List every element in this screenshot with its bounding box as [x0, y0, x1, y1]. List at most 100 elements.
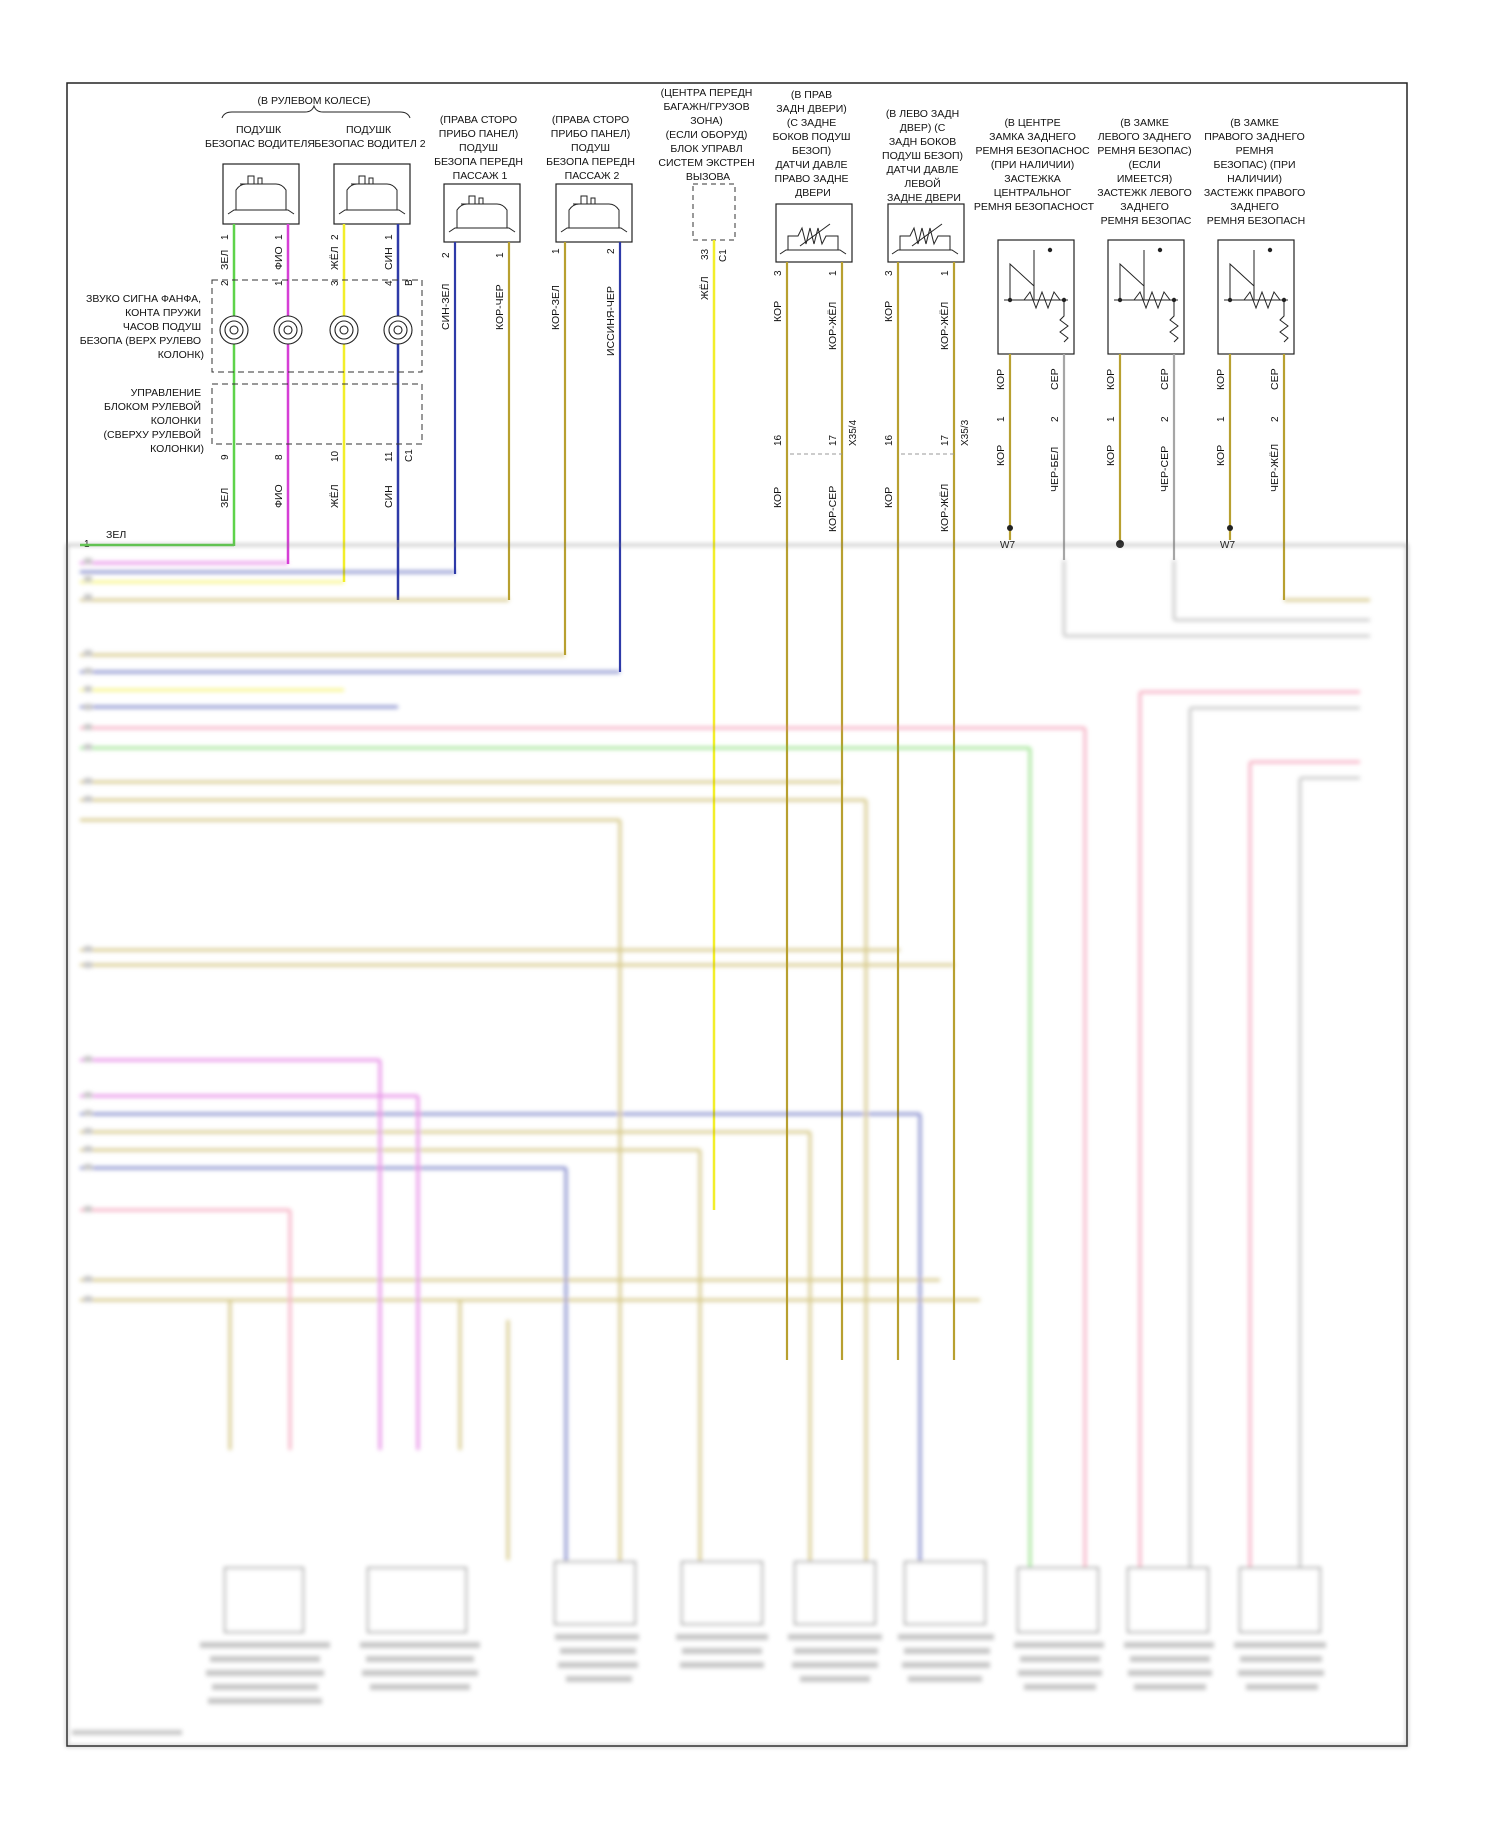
- svg-text:1: 1: [274, 280, 285, 286]
- left-buckle-group: (В ЗАМКЕ ЛЕВОГО ЗАДНЕГО РЕМНЯ БЕЗОПАС) (…: [1097, 117, 1194, 560]
- left-rear-sensor-group: (В ЛЕВО ЗАДН ДВЕР) (С ЗАДН БОКОВ ПОДУШ Б…: [882, 108, 971, 1360]
- right-rear-pressure-sensor-symbol: [775, 203, 853, 263]
- svg-text:ФИО: ФИО: [273, 484, 285, 508]
- wire-label-violet: ФИО: [273, 246, 285, 270]
- svg-text:КОР-ЧЕР: КОР-ЧЕР: [494, 284, 506, 330]
- svg-text:(ПРАВА СТОРО ПРИБО ПАНЕЛ: (ПРАВА СТОРО ПРИБО ПАНЕЛ) ПОДУШ БЕЗОПА П…: [434, 114, 526, 182]
- right-rear-sensor-group: (В ПРАВ ЗАДН ДВЕРИ) (С ЗАДНЕ БОКОВ ПОДУШ…: [772, 89, 859, 1360]
- wire-label-blue: СИН: [383, 247, 395, 270]
- passenger-airbag2-group: (ПРАВА СТОРО ПРИБО ПАНЕЛ) ПОДУШ БЕЗОПА П…: [546, 114, 638, 672]
- svg-text:17: 17: [940, 434, 951, 446]
- wire-label-yellow: ЖЁЛ: [329, 246, 341, 270]
- center-buckle-switch-symbol: [997, 239, 1075, 355]
- svg-text:2: 2: [606, 248, 617, 254]
- passenger-airbag2-symbol: [555, 183, 633, 243]
- svg-text:(ПРАВА СТОРО ПРИБО ПАНЕЛ: (ПРАВА СТОРО ПРИБО ПАНЕЛ) ПОДУШ БЕЗОПА П…: [546, 114, 638, 182]
- right-buckle-switch-symbol: [1217, 239, 1295, 355]
- svg-text:X35/3: X35/3: [960, 419, 971, 446]
- steering-wheel-header: (В РУЛЕВОМ КОЛЕСЕ): [258, 95, 371, 107]
- svg-text:КОР: КОР: [1105, 369, 1117, 390]
- svg-text:ЖЁЛ: ЖЁЛ: [699, 276, 711, 300]
- svg-text:ИССИНЯ-ЧЕР: ИССИНЯ-ЧЕР: [605, 286, 617, 356]
- column-module-label: УПРАВЛЕНИЕ БЛОКОМ РУЛЕВОЙ КОЛОНКИ (СВЕРХ…: [104, 387, 205, 455]
- svg-text:16: 16: [773, 434, 784, 446]
- svg-text:16: 16: [884, 434, 895, 446]
- svg-text:ЧЕР-ЖЁЛ: ЧЕР-ЖЁЛ: [1269, 444, 1281, 492]
- svg-text:КОР: КОР: [1215, 445, 1227, 466]
- svg-text:1: 1: [495, 252, 506, 258]
- steering-wheel-group: (В РУЛЕВОМ КОЛЕСЕ) ПОДУШК БЕЗОПАС ВОДИТЕ…: [80, 95, 426, 600]
- svg-text:КОР: КОР: [1215, 369, 1227, 390]
- svg-text:9: 9: [220, 454, 231, 460]
- svg-text:(В ЦЕНТРЕ ЗАМКА ЗАДНЕГО: (В ЦЕНТРЕ ЗАМКА ЗАДНЕГО РЕМНЯ БЕЗОПАСНОС…: [974, 117, 1095, 213]
- svg-text:СИН: СИН: [383, 485, 395, 508]
- svg-text:X35/4: X35/4: [848, 419, 859, 446]
- svg-text:1: 1: [940, 270, 951, 276]
- driver-airbag1-symbol: [222, 163, 300, 225]
- svg-text:2: 2: [220, 280, 231, 286]
- svg-text:11: 11: [384, 451, 395, 462]
- svg-text:10: 10: [330, 450, 341, 462]
- svg-text:1: 1: [828, 270, 839, 276]
- svg-text:17: 17: [828, 434, 839, 446]
- module-row-1: 1 ЗЕЛ: [80, 529, 234, 550]
- svg-text:3: 3: [330, 280, 341, 286]
- svg-text:1: 1: [384, 234, 395, 240]
- left-rear-pressure-sensor-symbol: [887, 203, 965, 263]
- svg-text:C1: C1: [718, 249, 729, 262]
- svg-text:2: 2: [1050, 416, 1061, 422]
- passenger-airbag1-symbol: [443, 183, 521, 243]
- driver-airbag2-label: ПОДУШК БЕЗОПАС ВОДИТЕЛ 2: [314, 124, 425, 150]
- svg-text:(В ЗАМКЕ ЛЕВОГО ЗАДНЕГО: (В ЗАМКЕ ЛЕВОГО ЗАДНЕГО РЕМНЯ БЕЗОПАС) (…: [1097, 117, 1194, 227]
- emergency-call-box: [692, 183, 736, 241]
- wire-label-green: ЗЕЛ: [219, 250, 231, 270]
- svg-text:СЕР: СЕР: [1269, 368, 1281, 390]
- svg-text:2: 2: [1270, 416, 1281, 422]
- blurred-lower-region: [66, 544, 1408, 1747]
- svg-text:КОР-ЗЕЛ: КОР-ЗЕЛ: [550, 285, 562, 330]
- center-buckle-group: (В ЦЕНТРЕ ЗАМКА ЗАДНЕГО РЕМНЯ БЕЗОПАСНОС…: [974, 117, 1095, 560]
- svg-text:(В ЗАМКЕ ПРАВОГО ЗАДНЕГО: (В ЗАМКЕ ПРАВОГО ЗАДНЕГО РЕМНЯ БЕЗОПАС) …: [1204, 117, 1308, 227]
- svg-text:3: 3: [884, 270, 895, 276]
- svg-text:1: 1: [1106, 416, 1117, 422]
- svg-text:33: 33: [700, 248, 711, 260]
- driver-airbag2-symbol: [333, 163, 411, 225]
- svg-text:КОР-ЖЁЛ: КОР-ЖЁЛ: [939, 302, 951, 350]
- clockspring-label: ЗВУКО СИГНА ФАНФА, КОНТА ПРУЖИ ЧАСОВ ПОД…: [80, 293, 204, 361]
- svg-text:ЗЕЛ: ЗЕЛ: [106, 529, 126, 541]
- svg-text:СЕР: СЕР: [1049, 368, 1061, 390]
- svg-text:(В ПРАВ ЗАДН ДВЕРИ): (В ПРАВ ЗАДН ДВЕРИ) (С ЗАДНЕ БОКОВ ПОДУШ…: [773, 89, 854, 199]
- svg-text:1: 1: [1216, 416, 1227, 422]
- svg-text:3: 3: [773, 270, 784, 276]
- svg-text:КОР: КОР: [883, 301, 895, 322]
- clockspring-box: [211, 279, 423, 373]
- left-buckle-switch-symbol: [1107, 239, 1185, 355]
- svg-text:C1: C1: [404, 449, 415, 462]
- right-buckle-group: (В ЗАМКЕ ПРАВОГО ЗАДНЕГО РЕМНЯ БЕЗОПАС) …: [1204, 117, 1308, 600]
- svg-text:4: 4: [384, 280, 395, 286]
- svg-text:(В ЛЕВО ЗАДН ДВЕР) (С: (В ЛЕВО ЗАДН ДВЕР) (С ЗАДН БОКОВ ПОДУШ Б…: [882, 108, 966, 204]
- column-module-box: [211, 383, 423, 445]
- svg-text:2: 2: [330, 234, 341, 240]
- svg-text:КОР-ЖЁЛ: КОР-ЖЁЛ: [939, 484, 951, 532]
- svg-text:ЗЕЛ: ЗЕЛ: [219, 488, 231, 508]
- passenger-airbag1-group: (ПРАВА СТОРО ПРИБО ПАНЕЛ) ПОДУШ БЕЗОПА П…: [434, 114, 526, 600]
- svg-text:1: 1: [274, 234, 285, 240]
- svg-text:1: 1: [220, 234, 231, 240]
- svg-text:КОР: КОР: [883, 487, 895, 508]
- svg-text:СЕР: СЕР: [1159, 368, 1171, 390]
- svg-text:B: B: [404, 279, 415, 286]
- svg-text:1: 1: [551, 248, 562, 254]
- svg-text:1: 1: [996, 416, 1007, 422]
- svg-text:КОР: КОР: [772, 301, 784, 322]
- svg-text:ЖЁЛ: ЖЁЛ: [329, 484, 341, 508]
- driver-airbag1-label: ПОДУШК БЕЗОПАС ВОДИТЕЛЯ: [205, 124, 315, 150]
- clockspring-coils: [219, 315, 413, 345]
- svg-text:СИН-ЗЕЛ: СИН-ЗЕЛ: [440, 283, 452, 330]
- svg-text:КОР-СЕР: КОР-СЕР: [827, 486, 839, 532]
- diagram-frame: [66, 82, 1408, 1747]
- svg-text:2: 2: [1160, 416, 1171, 422]
- svg-text:8: 8: [274, 454, 285, 460]
- svg-text:КОР: КОР: [1105, 445, 1117, 466]
